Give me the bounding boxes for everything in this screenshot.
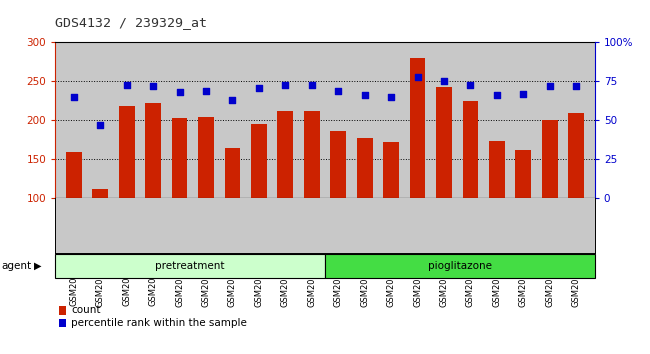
Bar — [463, 101, 478, 198]
Point — [571, 83, 582, 89]
Text: pioglitazone: pioglitazone — [428, 261, 492, 271]
Point — [95, 122, 105, 128]
Point — [491, 93, 502, 98]
Point — [280, 82, 291, 87]
Text: ▶: ▶ — [34, 261, 42, 271]
Point — [148, 83, 159, 89]
Bar — [568, 113, 584, 198]
Point — [359, 93, 370, 98]
Bar — [251, 124, 266, 198]
Bar — [278, 111, 293, 198]
Bar — [304, 111, 320, 198]
Bar — [384, 142, 399, 198]
Text: percentile rank within the sample: percentile rank within the sample — [72, 318, 248, 328]
Bar — [436, 87, 452, 198]
Bar — [66, 152, 82, 198]
Bar — [357, 138, 372, 198]
Bar — [489, 141, 505, 198]
Bar — [224, 148, 240, 198]
Point — [333, 88, 343, 93]
Bar — [325, 254, 595, 278]
Text: agent: agent — [1, 261, 31, 271]
Bar — [92, 189, 108, 198]
Point — [518, 91, 528, 97]
Bar — [330, 131, 346, 198]
Point — [122, 82, 132, 87]
Point — [201, 88, 211, 93]
Point — [439, 79, 449, 84]
Point — [412, 74, 423, 80]
Text: GDS4132 / 239329_at: GDS4132 / 239329_at — [55, 16, 207, 29]
Bar — [542, 120, 558, 198]
Text: pretreatment: pretreatment — [155, 261, 225, 271]
Point — [68, 94, 79, 100]
Point — [545, 83, 555, 89]
Bar — [172, 118, 187, 198]
Bar — [515, 150, 531, 198]
Bar — [198, 117, 214, 198]
Text: count: count — [72, 306, 101, 315]
Bar — [145, 103, 161, 198]
Point — [227, 97, 238, 103]
Bar — [410, 58, 426, 198]
Point — [254, 85, 264, 91]
Point — [174, 90, 185, 95]
Bar — [119, 106, 135, 198]
Point — [307, 82, 317, 87]
Point — [465, 82, 476, 87]
Bar — [55, 254, 325, 278]
Point — [386, 94, 396, 100]
